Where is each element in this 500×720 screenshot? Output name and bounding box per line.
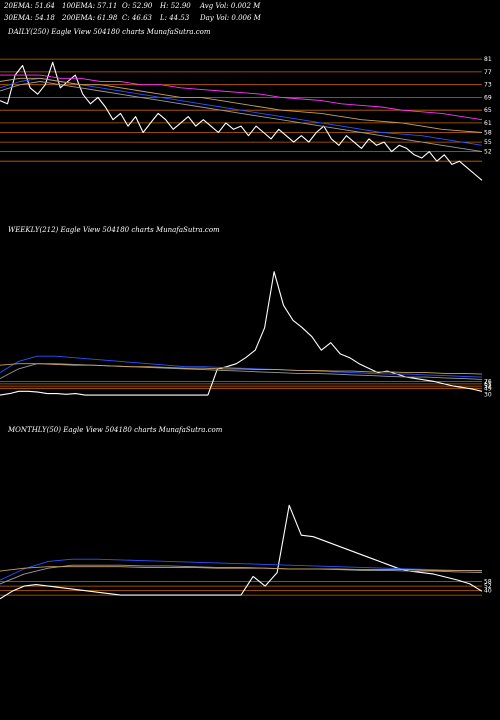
- ema-blue-line-0: [0, 77, 483, 146]
- ema-blue-line-1: [0, 355, 483, 378]
- avg-vol-readout: Avg Vol: 0.002 M: [200, 2, 261, 10]
- price-line-1: [0, 271, 483, 396]
- tick-label-2-0: 58: [484, 579, 492, 586]
- monthly-chart-title: MONTHLY(50) Eagle View 504180 charts Mun…: [8, 426, 223, 434]
- tick-label-0-4: 65: [484, 107, 492, 114]
- tick-label-0-2: 73: [484, 82, 492, 89]
- high-readout: H: 52.90: [160, 2, 191, 10]
- tick-label-0-5: 61: [484, 120, 492, 127]
- tick-label-2-2: 40: [484, 588, 492, 595]
- weekly-chart-title: WEEKLY(212) Eagle View 504180 charts Mun…: [8, 226, 220, 234]
- tick-label-1-4: 30: [484, 391, 492, 398]
- ema-tan-line-2: [0, 566, 482, 572]
- tick-label-2-1: 52: [484, 583, 492, 590]
- ema-gray-line-1: [0, 363, 483, 380]
- tick-label-0-7: 55: [484, 139, 492, 146]
- ema-gray-line-0: [0, 81, 483, 153]
- ema-gray-line-2: [0, 564, 483, 585]
- ema-tan-line-1: [0, 363, 483, 375]
- tick-label-1-1: 61: [484, 381, 492, 388]
- tick-label-0-6: 58: [484, 130, 492, 137]
- open-readout: O: 52.90: [122, 2, 153, 10]
- daily-chart-title: DAILY(250) Eagle View 504180 charts Muna…: [8, 28, 211, 36]
- price-line-0: [0, 61, 483, 181]
- day-vol-readout: Day Vol: 0.006 M: [200, 14, 261, 22]
- tick-label-0-8: 52: [484, 149, 492, 156]
- low-readout: L: 44.53: [160, 14, 190, 22]
- price-line-2: [0, 504, 483, 600]
- tick-label-1-3: 49: [484, 385, 492, 392]
- ema-tan-line-0: [0, 77, 483, 133]
- tick-label-0-0: 81: [484, 56, 492, 63]
- ema-magenta-line-0: [0, 74, 483, 121]
- tick-label-1-0: 76: [484, 379, 492, 386]
- tick-label-0-1: 77: [484, 69, 492, 76]
- ema200-readout: 200EMA: 61.98: [62, 14, 118, 22]
- tick-label-0-3: 69: [484, 94, 492, 101]
- tick-label-1-2: 52: [484, 383, 492, 390]
- ema-blue-line-2: [0, 558, 483, 581]
- ema30-readout: 30EMA: 54.18: [4, 14, 55, 22]
- ema100-readout: 100EMA: 57.11: [62, 2, 118, 10]
- ema20-readout: 20EMA: 51.64: [4, 2, 55, 10]
- close-readout: C: 46.63: [122, 14, 152, 22]
